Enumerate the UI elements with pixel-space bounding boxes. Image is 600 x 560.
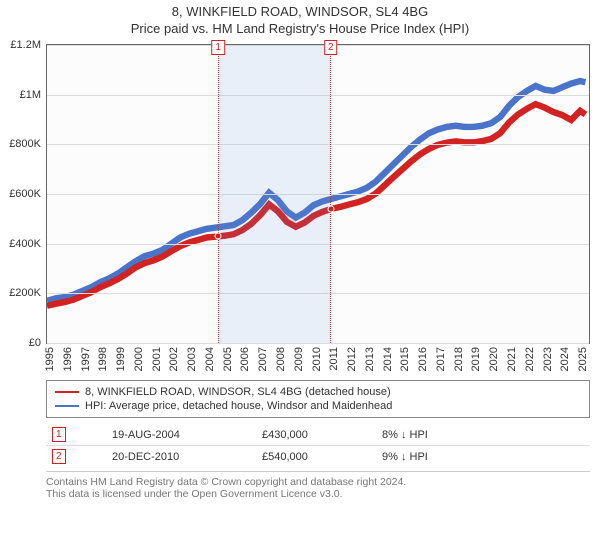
x-axis-label: 2009 (293, 343, 305, 371)
x-axis-label: 2011 (328, 343, 340, 371)
y-axis-label: £800K (9, 138, 47, 150)
page-subtitle: Price paid vs. HM Land Registry's House … (0, 21, 600, 36)
x-axis-label: 2013 (364, 343, 376, 371)
legend-label: 8, WINKFIELD ROAD, WINDSOR, SL4 4BG (det… (85, 386, 391, 398)
title-block: 8, WINKFIELD ROAD, WINDSOR, SL4 4BG Pric… (0, 0, 600, 36)
y-axis-label: £1.2M (10, 39, 47, 51)
x-axis-label: 2012 (346, 343, 358, 371)
x-axis-label: 2014 (382, 343, 394, 371)
legend-swatch (55, 405, 79, 407)
sale-marker-dot (215, 233, 222, 240)
page-title: 8, WINKFIELD ROAD, WINDSOR, SL4 4BG (0, 4, 600, 19)
x-axis-label: 2022 (524, 343, 536, 371)
sale-date: 19-AUG-2004 (106, 424, 256, 446)
x-axis-label: 2016 (417, 343, 429, 371)
x-axis-label: 1999 (115, 343, 127, 371)
x-axis-label: 2005 (222, 343, 234, 371)
sales-table: 1 19-AUG-2004£430,0008% ↓ HPI 2 20-DEC-2010… (46, 424, 590, 467)
x-axis-label: 2019 (470, 343, 482, 371)
y-axis-label: £400K (9, 238, 47, 250)
sale-number: 1 (52, 427, 66, 442)
legend: 8, WINKFIELD ROAD, WINDSOR, SL4 4BG (det… (46, 380, 590, 418)
sale-row: 2 20-DEC-2010£540,0009% ↓ HPI (46, 446, 590, 468)
x-axis-label: 2006 (239, 343, 251, 371)
footer-line-2: This data is licensed under the Open Gov… (46, 488, 590, 500)
footer: Contains HM Land Registry data © Crown c… (46, 471, 590, 500)
legend-item: HPI: Average price, detached house, Wind… (55, 399, 581, 413)
sale-marker-label: 1 (211, 40, 225, 55)
chart-area: £0£200K£400K£600K£800K£1M£1.2M1995199619… (46, 44, 590, 374)
x-axis-label: 2023 (542, 343, 554, 371)
sale-number: 2 (52, 449, 66, 464)
sale-diff: 9% ↓ HPI (376, 446, 590, 468)
legend-swatch (55, 391, 79, 393)
sale-diff: 8% ↓ HPI (376, 424, 590, 446)
y-axis-label: £200K (9, 287, 47, 299)
sale-row: 1 19-AUG-2004£430,0008% ↓ HPI (46, 424, 590, 446)
sale-price: £430,000 (256, 424, 376, 446)
x-axis-label: 2020 (488, 343, 500, 371)
x-axis-label: 2010 (311, 343, 323, 371)
x-axis-label: 2007 (257, 343, 269, 371)
sale-marker-dot (327, 205, 334, 212)
x-axis-label: 2015 (399, 343, 411, 371)
x-axis-label: 2024 (559, 343, 571, 371)
x-axis-label: 1996 (62, 343, 74, 371)
x-axis-label: 2000 (133, 343, 145, 371)
legend-label: HPI: Average price, detached house, Wind… (85, 400, 392, 412)
x-axis-label: 1997 (80, 343, 92, 371)
sale-price: £540,000 (256, 446, 376, 468)
x-axis-label: 2017 (435, 343, 447, 371)
y-axis-label: £1M (20, 89, 47, 101)
x-axis-label: 2004 (204, 343, 216, 371)
x-axis-label: 2002 (168, 343, 180, 371)
legend-item: 8, WINKFIELD ROAD, WINDSOR, SL4 4BG (det… (55, 385, 581, 399)
sale-marker-label: 2 (324, 40, 338, 55)
x-axis-label: 2025 (577, 343, 589, 371)
x-axis-label: 2018 (453, 343, 465, 371)
x-axis-label: 1995 (44, 343, 56, 371)
x-axis-label: 2001 (151, 343, 163, 371)
x-axis-label: 2008 (275, 343, 287, 371)
ownership-band (218, 45, 331, 343)
x-axis-label: 1998 (97, 343, 109, 371)
sale-date: 20-DEC-2010 (106, 446, 256, 468)
x-axis-label: 2003 (186, 343, 198, 371)
plot-region: £0£200K£400K£600K£800K£1M£1.2M1995199619… (46, 44, 590, 344)
footer-line-1: Contains HM Land Registry data © Crown c… (46, 476, 590, 488)
y-axis-label: £600K (9, 188, 47, 200)
x-axis-label: 2021 (506, 343, 518, 371)
